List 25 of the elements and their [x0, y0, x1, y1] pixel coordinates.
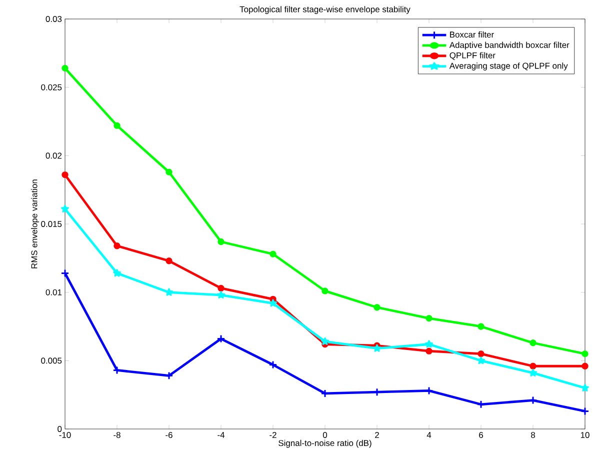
- legend-label: Adaptive bandwidth boxcar filter: [449, 42, 570, 50]
- y-tick-label: 0.02: [46, 152, 62, 159]
- legend-label: Boxcar filter: [450, 31, 494, 38]
- y-tick-label: 0.03: [46, 16, 62, 22]
- y-axis-title: RMS envelope variation: [31, 180, 39, 268]
- x-tick-label: -2: [270, 432, 276, 438]
- x-tick-label: 8: [531, 432, 535, 438]
- x-tick-label: -6: [166, 432, 172, 438]
- x-tick-label: 0: [322, 432, 328, 438]
- y-tick-label: 0: [58, 426, 62, 432]
- legend-label: QPLPF filter: [450, 52, 496, 60]
- x-tick-label: 2: [375, 432, 379, 438]
- x-axis-title: Signal-to-noise ratio (dB): [278, 440, 372, 448]
- y-tick-label: 0.005: [41, 358, 62, 364]
- x-tick-label: 6: [479, 432, 483, 438]
- legend-label: Averaging stage of QPLPF only: [449, 62, 568, 70]
- chart-title: Topological filter stage-wise envelope stability: [240, 6, 410, 14]
- x-tick-label: 10: [580, 432, 590, 438]
- y-tick-label: 0.015: [41, 220, 62, 227]
- y-tick-label: 0.01: [46, 289, 62, 296]
- x-tick-label: -10: [59, 432, 71, 438]
- x-tick-label: -8: [114, 432, 120, 438]
- x-tick-label: -4: [218, 432, 225, 438]
- x-tick-label: 4: [426, 432, 432, 438]
- y-tick-label: 0.025: [41, 84, 62, 90]
